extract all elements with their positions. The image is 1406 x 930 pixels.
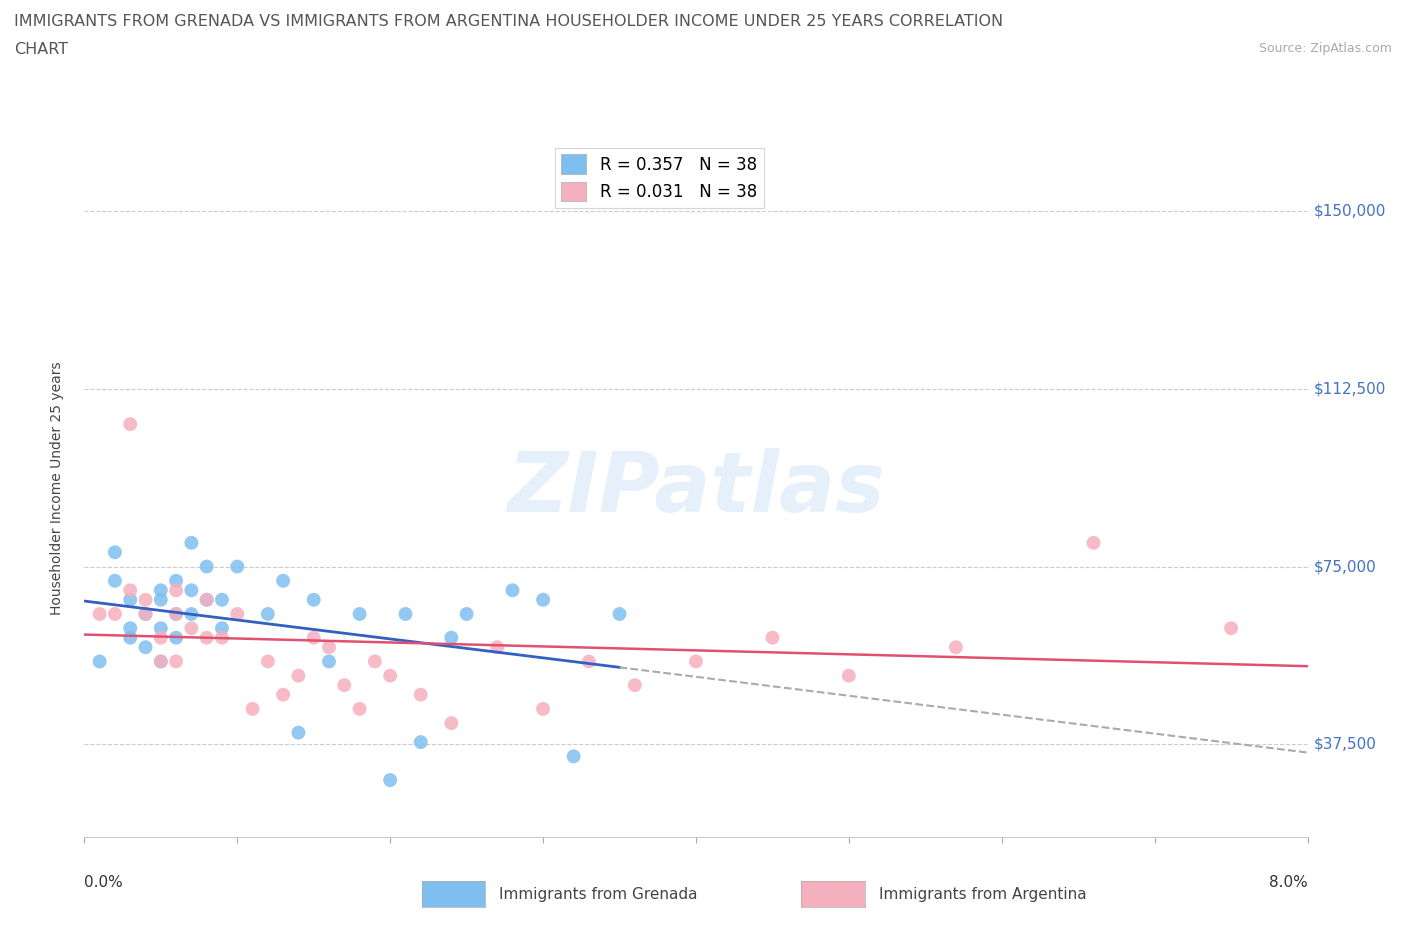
Point — [531, 701, 554, 716]
Point — [380, 669, 402, 684]
Point — [165, 606, 187, 621]
Point — [302, 592, 325, 607]
Point — [318, 654, 340, 669]
Point — [562, 749, 585, 764]
Point — [149, 592, 172, 607]
Point — [149, 621, 172, 636]
Point — [456, 606, 478, 621]
Point — [318, 640, 340, 655]
Point — [242, 701, 264, 716]
Point — [349, 701, 371, 716]
Y-axis label: Householder Income Under 25 years: Householder Income Under 25 years — [49, 362, 63, 615]
Text: $150,000: $150,000 — [1313, 203, 1386, 219]
Text: IMMIGRANTS FROM GRENADA VS IMMIGRANTS FROM ARGENTINA HOUSEHOLDER INCOME UNDER 25: IMMIGRANTS FROM GRENADA VS IMMIGRANTS FR… — [14, 14, 1004, 29]
Point — [624, 678, 647, 693]
Point — [120, 631, 142, 645]
Point — [149, 654, 172, 669]
Point — [440, 631, 463, 645]
Point — [165, 654, 187, 669]
Point — [195, 559, 218, 574]
Point — [165, 573, 187, 588]
Text: Immigrants from Argentina: Immigrants from Argentina — [879, 887, 1087, 902]
Point — [195, 592, 218, 607]
Point — [271, 573, 294, 588]
Point — [333, 678, 356, 693]
Text: 8.0%: 8.0% — [1268, 875, 1308, 890]
Point — [226, 559, 249, 574]
Point — [211, 592, 233, 607]
Point — [180, 583, 202, 598]
Point — [149, 654, 172, 669]
Point — [501, 583, 523, 598]
Point — [195, 631, 218, 645]
Point — [609, 606, 631, 621]
Point — [838, 669, 860, 684]
Point — [149, 583, 172, 598]
Point — [578, 654, 600, 669]
Point — [89, 606, 111, 621]
Point — [380, 773, 402, 788]
Point — [364, 654, 387, 669]
Point — [104, 545, 127, 560]
Point — [180, 621, 202, 636]
Point — [761, 631, 783, 645]
Point — [409, 687, 432, 702]
Point — [135, 606, 157, 621]
Point — [211, 631, 233, 645]
Point — [104, 573, 127, 588]
Point — [135, 592, 157, 607]
Point — [135, 640, 157, 655]
Point — [257, 654, 280, 669]
Point — [165, 606, 187, 621]
Point — [531, 592, 554, 607]
Text: $37,500: $37,500 — [1313, 737, 1376, 752]
Point — [945, 640, 967, 655]
Point — [89, 654, 111, 669]
Point — [1220, 621, 1243, 636]
Point — [120, 583, 142, 598]
Point — [120, 417, 142, 432]
Point — [685, 654, 707, 669]
Point — [180, 606, 202, 621]
Text: CHART: CHART — [14, 42, 67, 57]
Point — [287, 725, 309, 740]
Point — [302, 631, 325, 645]
Point — [104, 606, 127, 621]
Text: Immigrants from Grenada: Immigrants from Grenada — [499, 887, 697, 902]
Point — [287, 669, 309, 684]
Point — [1083, 536, 1105, 551]
Point — [394, 606, 416, 621]
Point — [120, 592, 142, 607]
Point — [440, 716, 463, 731]
Text: Source: ZipAtlas.com: Source: ZipAtlas.com — [1258, 42, 1392, 55]
Text: 0.0%: 0.0% — [84, 875, 124, 890]
Point — [149, 631, 172, 645]
Point — [409, 735, 432, 750]
Point — [165, 583, 187, 598]
Text: $112,500: $112,500 — [1313, 381, 1386, 396]
Point — [486, 640, 509, 655]
Point — [120, 621, 142, 636]
Point — [135, 606, 157, 621]
Text: ZIPatlas: ZIPatlas — [508, 447, 884, 529]
Legend: R = 0.357   N = 38, R = 0.031   N = 38: R = 0.357 N = 38, R = 0.031 N = 38 — [555, 148, 763, 208]
Point — [226, 606, 249, 621]
Point — [180, 536, 202, 551]
Point — [349, 606, 371, 621]
Point — [165, 631, 187, 645]
Point — [257, 606, 280, 621]
Text: $75,000: $75,000 — [1313, 559, 1376, 574]
Point — [211, 621, 233, 636]
Point — [271, 687, 294, 702]
Point — [195, 592, 218, 607]
